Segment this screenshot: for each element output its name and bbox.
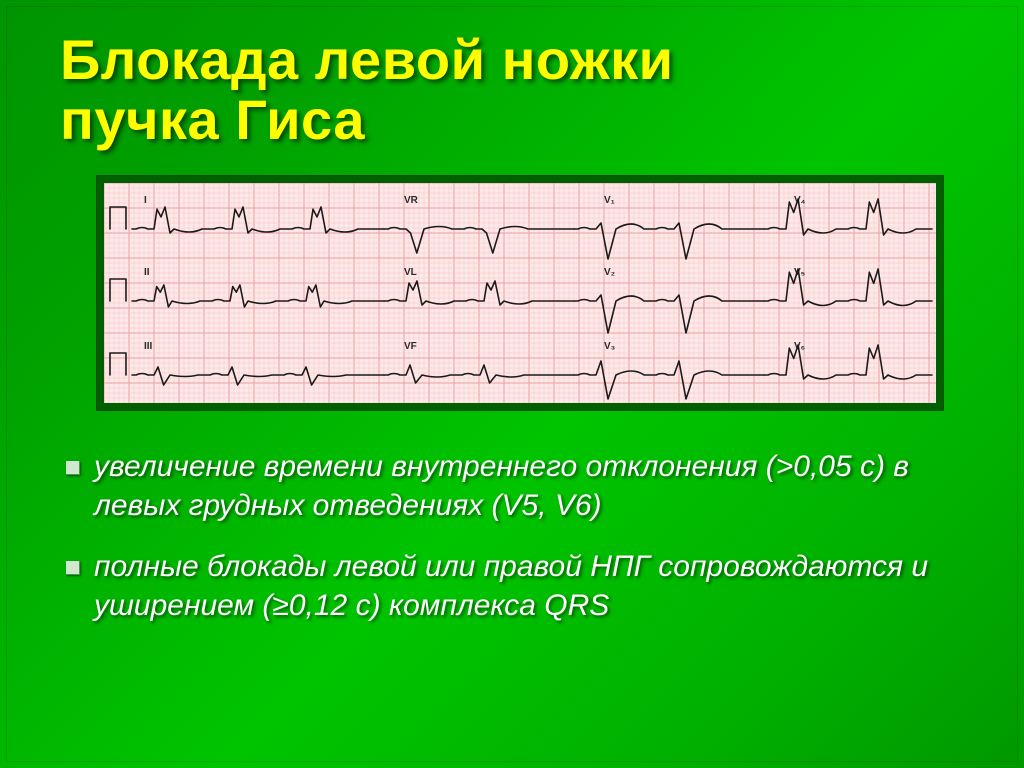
lead-label-III: III: [144, 341, 153, 352]
bullet-list: увеличение времени внутреннего отклонени…: [64, 447, 980, 625]
lead-label-V2: V₂: [604, 267, 615, 278]
lead-label-VL: VL: [404, 267, 417, 278]
slide-root: Блокада левой ножки пучка Гиса I VR V₁ V…: [0, 0, 1024, 768]
slide-title: Блокада левой ножки пучка Гиса: [60, 30, 980, 151]
bullet-item-1: увеличение времени внутреннего отклонени…: [64, 447, 980, 525]
bullet-text-2: полные блокады левой или правой НПГ сопр…: [94, 550, 928, 622]
lead-label-VF: VF: [404, 341, 417, 352]
lead-label-II: II: [144, 267, 150, 278]
lead-label-I: I: [144, 195, 147, 206]
title-line-1: Блокада левой ножки: [60, 28, 674, 91]
bullet-text-1: увеличение времени внутреннего отклонени…: [94, 450, 909, 522]
lead-label-V3: V₃: [604, 341, 616, 352]
title-line-2: пучка Гиса: [60, 88, 365, 151]
ecg-strip: I VR V₁ V₄ II VL V₂ V₅ III VF V₃ V₆: [104, 183, 936, 403]
lead-label-VR: VR: [404, 195, 419, 206]
bullet-item-2: полные блокады левой или правой НПГ сопр…: [64, 547, 980, 625]
ecg-image-frame: I VR V₁ V₄ II VL V₂ V₅ III VF V₃ V₆: [96, 175, 944, 411]
lead-label-V1: V₁: [604, 195, 615, 206]
